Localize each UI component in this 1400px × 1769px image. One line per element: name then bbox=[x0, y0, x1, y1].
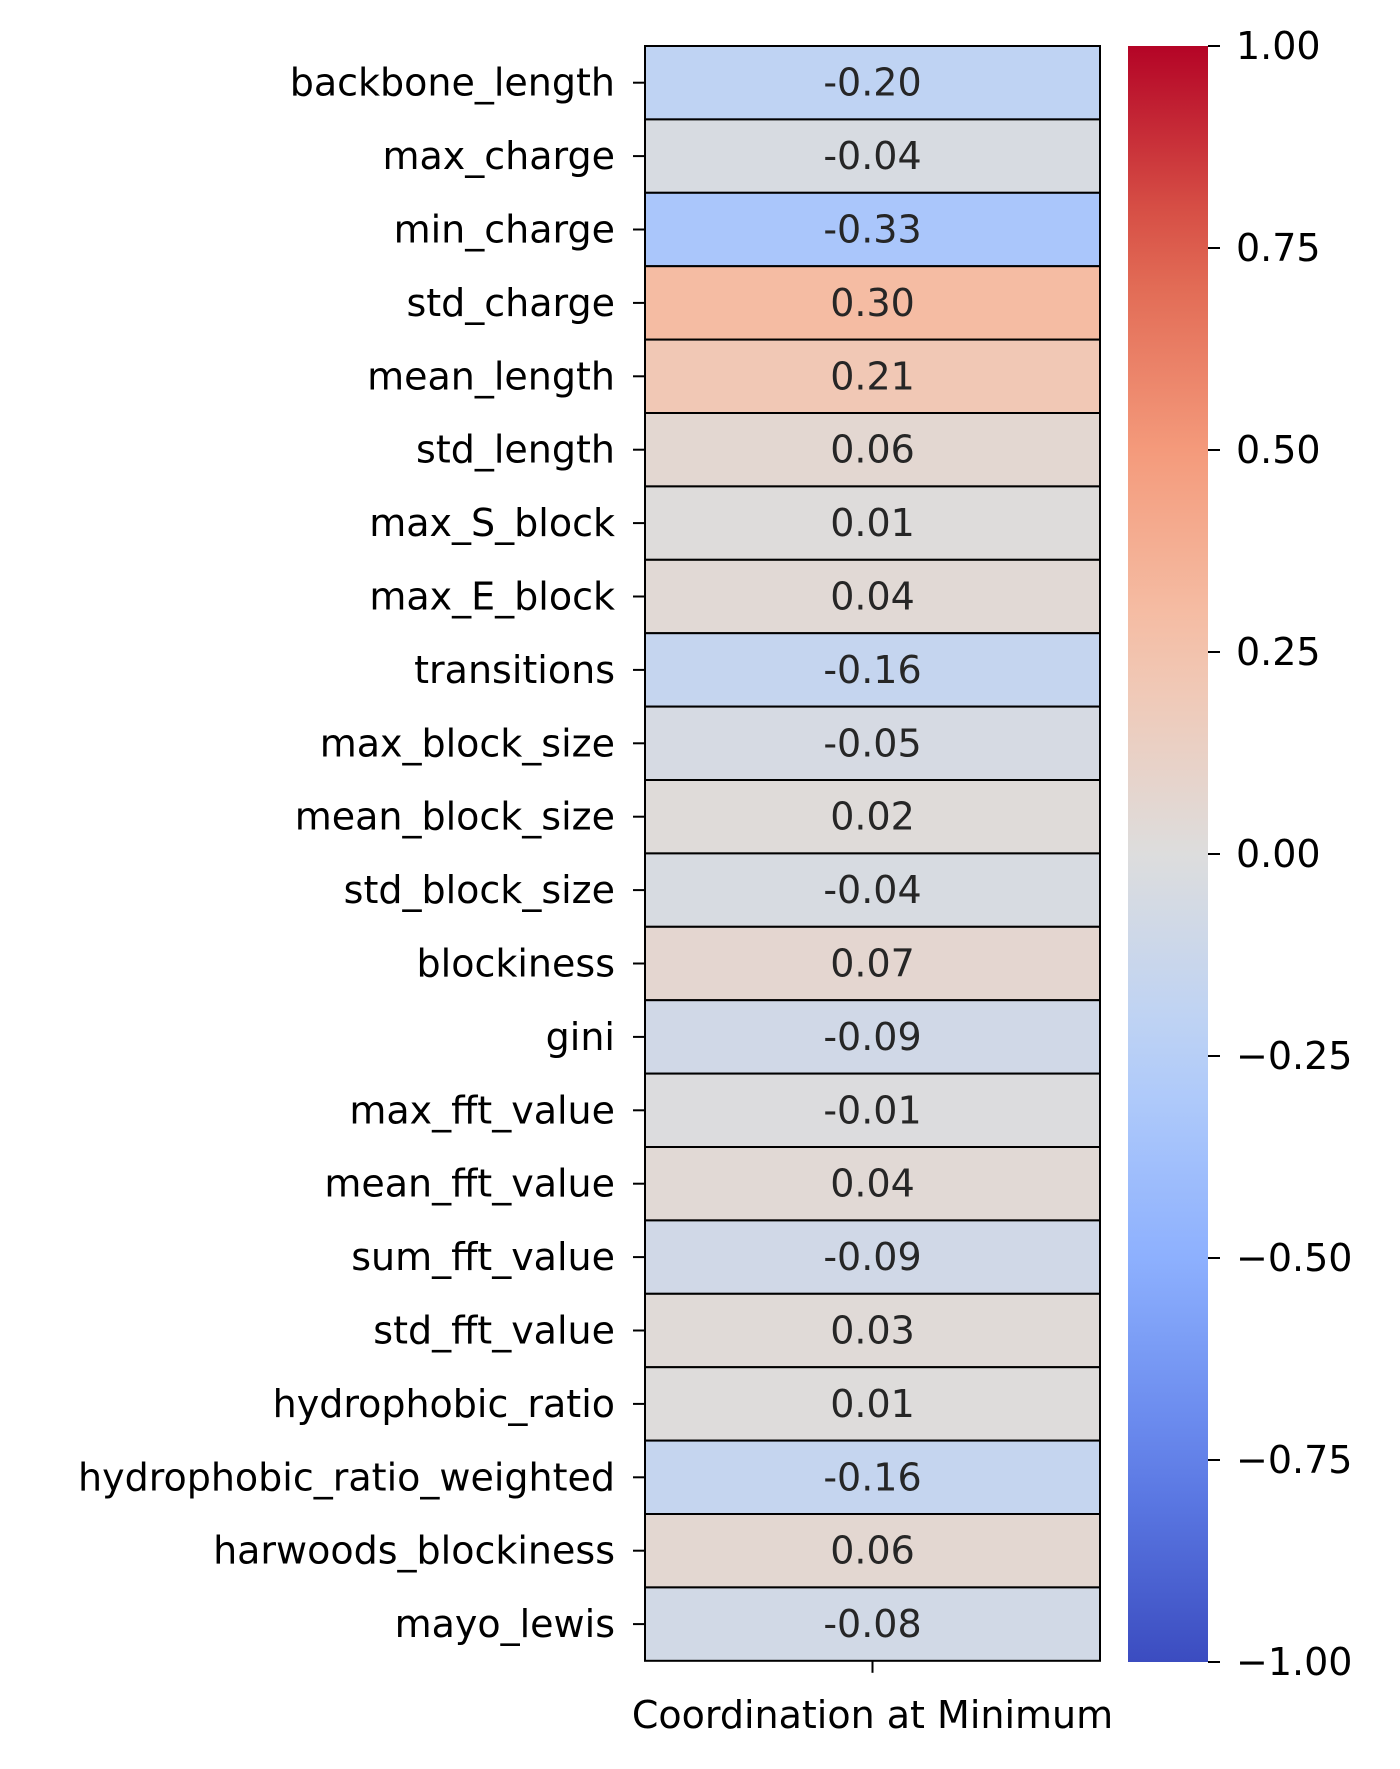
row-tick-labels: backbone_length max_charge min_charge std_c… bbox=[78, 61, 645, 1646]
row-label-hydrophobic-ratio: hydrophobic_ratio bbox=[273, 1382, 615, 1426]
row-label-min-charge: min_charge bbox=[394, 208, 615, 252]
heatmap-cell-hydrophobic-ratio bbox=[644, 1366, 1101, 1442]
colorbar-tick-label: 0.50 bbox=[1236, 428, 1321, 472]
cell-value-std-block-size: -0.04 bbox=[823, 868, 921, 912]
heatmap-cell-mean-block-size bbox=[644, 779, 1101, 855]
colorbar: 1.00 0.75 0.50 0.25 0.00 −0.25 −0.50 −0.75 −1.00 bbox=[1128, 24, 1352, 1684]
cell-value-harwoods-blockiness: 0.06 bbox=[830, 1529, 915, 1573]
colorbar-tick-label: 0.25 bbox=[1236, 630, 1321, 674]
cell-value-mean-block-size: 0.02 bbox=[830, 795, 915, 839]
cell-value-max-block-size: -0.05 bbox=[823, 721, 921, 765]
colorbar-tick-label: −0.25 bbox=[1236, 1034, 1352, 1078]
column-tick-labels: Coordination at Minimum bbox=[632, 1660, 1113, 1737]
cell-value-std-fft-value: 0.03 bbox=[830, 1309, 915, 1353]
cell-value-mean-length: 0.21 bbox=[830, 354, 915, 398]
heatmap-cells: -0.20 -0.04 -0.33 0.30 0.21 0.06 0.01 0.04 -0.16… bbox=[644, 45, 1101, 1662]
heatmap-cell-gini bbox=[644, 999, 1101, 1075]
cell-value-max-fft-value: -0.01 bbox=[823, 1088, 921, 1132]
cell-value-backbone-length: -0.20 bbox=[823, 61, 921, 105]
column-label-coordination-at-minimum: Coordination at Minimum bbox=[632, 1693, 1113, 1737]
row-label-harwoods-blockiness: harwoods_blockiness bbox=[213, 1529, 615, 1573]
cell-value-mean-fft-value: 0.04 bbox=[830, 1162, 915, 1206]
row-label-blockiness: blockiness bbox=[417, 942, 615, 986]
row-label-max-e-block: max_E_block bbox=[369, 575, 615, 619]
cell-value-transitions: -0.16 bbox=[823, 648, 921, 692]
colorbar-tick-label: 0.75 bbox=[1236, 226, 1321, 270]
cell-value-std-charge: 0.30 bbox=[830, 281, 915, 325]
row-label-gini: gini bbox=[546, 1015, 615, 1059]
row-label-std-length: std_length bbox=[416, 428, 615, 472]
heatmap-cell-mayo-lewis bbox=[644, 1586, 1101, 1662]
cell-value-min-charge: -0.33 bbox=[823, 208, 921, 252]
row-label-mean-block-size: mean_block_size bbox=[295, 795, 615, 839]
cell-value-std-length: 0.06 bbox=[830, 428, 915, 472]
colorbar-tick-label: 1.00 bbox=[1236, 24, 1321, 68]
heatmap-cell-backbone-length bbox=[644, 45, 1101, 121]
colorbar-tick-label: −0.50 bbox=[1236, 1236, 1352, 1280]
row-label-sum-fft-value: sum_fft_value bbox=[351, 1235, 615, 1279]
heatmap-cell-harwoods-blockiness bbox=[644, 1513, 1101, 1589]
row-label-std-charge: std_charge bbox=[406, 281, 615, 325]
cell-value-mayo-lewis: -0.08 bbox=[823, 1602, 921, 1646]
cell-value-hydrophobic-ratio-weighted: -0.16 bbox=[823, 1455, 921, 1499]
row-label-std-fft-value: std_fft_value bbox=[373, 1309, 615, 1353]
row-label-mean-length: mean_length bbox=[367, 354, 615, 398]
row-label-max-s-block: max_S_block bbox=[369, 501, 615, 545]
row-label-mean-fft-value: mean_fft_value bbox=[324, 1162, 615, 1206]
colorbar-tick-label: −0.75 bbox=[1236, 1438, 1352, 1482]
heatmap-cell-std-charge bbox=[644, 265, 1101, 341]
cell-value-blockiness: 0.07 bbox=[830, 942, 915, 986]
row-label-max-charge: max_charge bbox=[382, 134, 615, 178]
row-label-std-block-size: std_block_size bbox=[344, 868, 615, 912]
colorbar-tick-label: 0.00 bbox=[1236, 832, 1321, 876]
row-label-backbone-length: backbone_length bbox=[290, 61, 615, 105]
row-label-transitions: transitions bbox=[414, 648, 615, 692]
heatmap-cell-hydrophobic-ratio-weighted bbox=[644, 1439, 1101, 1515]
cell-value-max-charge: -0.04 bbox=[823, 134, 921, 178]
heatmap-cell-max-charge bbox=[644, 118, 1101, 194]
row-label-max-block-size: max_block_size bbox=[320, 721, 615, 765]
row-label-max-fft-value: max_fft_value bbox=[349, 1088, 615, 1132]
heatmap-cell-max-block-size bbox=[644, 705, 1101, 781]
cell-value-sum-fft-value: -0.09 bbox=[823, 1235, 921, 1279]
row-label-mayo-lewis: mayo_lewis bbox=[395, 1602, 615, 1646]
colorbar-tick-label: −1.00 bbox=[1236, 1640, 1352, 1684]
heatmap-cell-std-block-size bbox=[644, 852, 1101, 928]
cell-value-max-s-block: 0.01 bbox=[830, 501, 915, 545]
colorbar-gradient bbox=[1128, 46, 1208, 1662]
heatmap-cell-min-charge bbox=[644, 191, 1101, 268]
cell-value-hydrophobic-ratio: 0.01 bbox=[830, 1382, 915, 1426]
cell-value-max-e-block: 0.04 bbox=[830, 575, 915, 619]
row-label-hydrophobic-ratio-weighted: hydrophobic_ratio_weighted bbox=[78, 1455, 615, 1499]
cell-value-gini: -0.09 bbox=[823, 1015, 921, 1059]
